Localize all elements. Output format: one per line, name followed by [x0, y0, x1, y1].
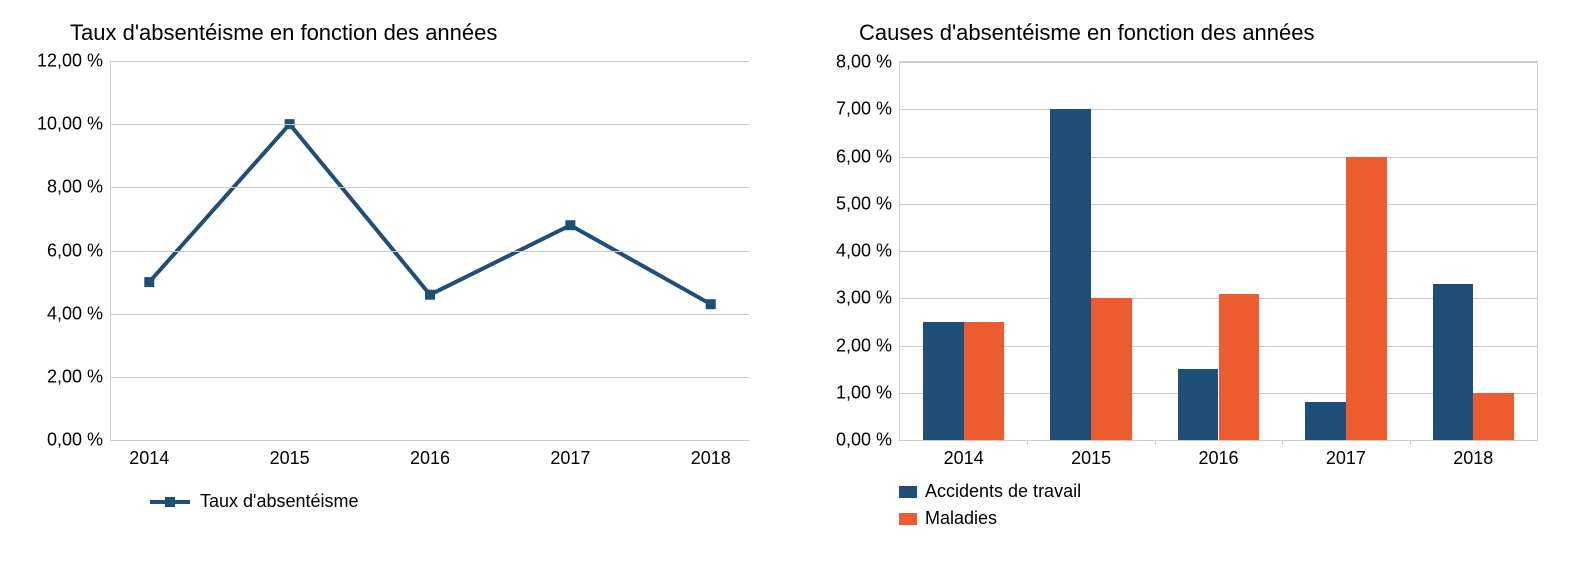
ytick-label: 4,00 % — [836, 241, 900, 262]
ytick-label: 1,00 % — [836, 382, 900, 403]
ytick-label: 5,00 % — [836, 193, 900, 214]
legend-line-icon — [150, 500, 190, 504]
xtick-mark — [1282, 440, 1283, 445]
legend-label: Taux d'absentéisme — [200, 491, 359, 512]
legend-swatch-icon — [899, 486, 917, 498]
gridline — [900, 204, 1537, 205]
bar — [923, 322, 964, 440]
line-marker — [565, 220, 575, 230]
legend-swatch-icon — [899, 513, 917, 525]
line-marker — [706, 299, 716, 309]
line-series — [149, 124, 710, 304]
bar — [1178, 369, 1219, 440]
xtick-label: 2018 — [1453, 440, 1493, 469]
xtick-label: 2017 — [1326, 440, 1366, 469]
ytick-label: 6,00 % — [836, 146, 900, 167]
gridline — [111, 377, 749, 378]
ytick-label: 0,00 % — [47, 430, 111, 451]
line-marker — [425, 290, 435, 300]
gridline — [111, 187, 749, 188]
left-chart-title: Taux d'absentéisme en fonction des année… — [70, 20, 779, 46]
xtick-label: 2014 — [944, 440, 984, 469]
xtick-label: 2018 — [691, 440, 731, 469]
left-plot-area: 0,00 %2,00 %4,00 %6,00 %8,00 %10,00 %12,… — [110, 61, 749, 441]
legend-label: Maladies — [925, 508, 997, 529]
ytick-label: 2,00 % — [836, 335, 900, 356]
xtick-label: 2015 — [270, 440, 310, 469]
right-chart-title: Causes d'absentéisme en fonction des ann… — [859, 20, 1568, 46]
gridline — [900, 157, 1537, 158]
xtick-mark — [1027, 440, 1028, 445]
ytick-label: 6,00 % — [47, 240, 111, 261]
gridline — [111, 314, 749, 315]
left-legend: Taux d'absentéisme — [150, 491, 779, 512]
legend-item: Maladies — [899, 508, 1568, 529]
ytick-label: 8,00 % — [836, 52, 900, 73]
xtick-label: 2017 — [550, 440, 590, 469]
ytick-label: 10,00 % — [37, 114, 111, 135]
right-plot-area: 0,00 %1,00 %2,00 %3,00 %4,00 %5,00 %6,00… — [899, 61, 1538, 441]
legend-item: Accidents de travail — [899, 481, 1568, 502]
ytick-label: 8,00 % — [47, 177, 111, 198]
xtick-label: 2016 — [1198, 440, 1238, 469]
legend-label: Accidents de travail — [925, 481, 1081, 502]
bar — [1346, 157, 1387, 441]
legend-item: Taux d'absentéisme — [150, 491, 779, 512]
right-chart-panel: Causes d'absentéisme en fonction des ann… — [789, 0, 1578, 581]
bar — [1091, 298, 1132, 440]
bar — [1219, 294, 1260, 440]
left-chart-panel: Taux d'absentéisme en fonction des année… — [0, 0, 789, 581]
bar — [1433, 284, 1474, 440]
right-legend: Accidents de travail Maladies — [899, 481, 1568, 529]
bar — [964, 322, 1005, 440]
xtick-label: 2014 — [129, 440, 169, 469]
bar — [1305, 402, 1346, 440]
xtick-label: 2015 — [1071, 440, 1111, 469]
ytick-label: 2,00 % — [47, 366, 111, 387]
gridline — [111, 251, 749, 252]
ytick-label: 7,00 % — [836, 99, 900, 120]
legend-marker-icon — [165, 497, 175, 507]
bar — [1473, 393, 1514, 440]
ytick-label: 0,00 % — [836, 430, 900, 451]
xtick-label: 2016 — [410, 440, 450, 469]
line-marker — [144, 277, 154, 287]
gridline — [900, 109, 1537, 110]
gridline — [111, 61, 749, 62]
gridline — [111, 124, 749, 125]
ytick-label: 3,00 % — [836, 288, 900, 309]
xtick-mark — [1155, 440, 1156, 445]
ytick-label: 12,00 % — [37, 51, 111, 72]
ytick-label: 4,00 % — [47, 303, 111, 324]
bar — [1050, 109, 1091, 440]
gridline — [900, 62, 1537, 63]
gridline — [900, 251, 1537, 252]
xtick-mark — [1410, 440, 1411, 445]
